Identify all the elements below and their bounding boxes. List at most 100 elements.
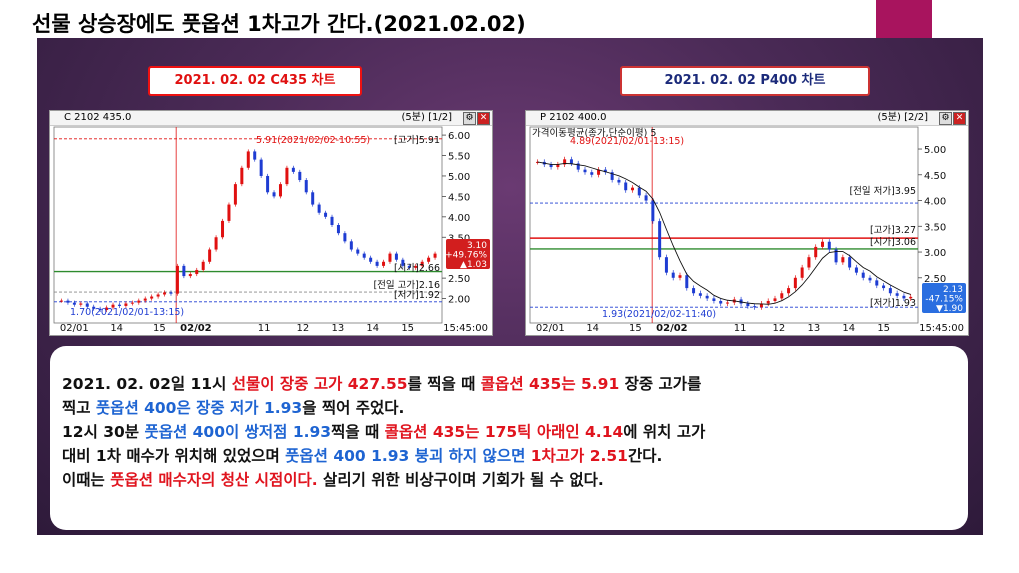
candle-body [201,261,205,270]
chart-header: P 2102 400.0 (5분) [2/2] ⚙ ✕ [526,111,968,126]
high-annotation: 4.89(2021/02/01-13:15) [570,136,684,147]
x-tick-label: 12 [297,323,310,334]
prev-low-label: [전일 저가]3.95 [849,186,916,197]
candle-body [664,257,668,273]
open-label: [시가]3.06 [870,237,916,248]
candle-body [549,164,553,168]
candle-body [651,200,655,222]
commentary-segment: 찍고 [62,399,96,417]
candle-body [882,285,886,289]
high-annotation: 5.91(2021/02/02-10:55) [256,135,370,146]
commentary-segment: 이때는 [62,471,111,489]
commentary-line: 이때는 풋옵션 매수자의 청산 시점이다. 살리기 위한 비상구이며 기회가 될… [62,468,604,490]
candle-body [658,221,662,258]
candle-body [60,300,63,302]
candle-body [227,204,231,221]
candle-body [868,277,872,281]
candle-body [92,306,96,309]
candle-body [221,220,225,238]
x-tick-label: 02/01 [60,323,89,334]
candle-body [240,167,244,185]
x-tick-label: 15:45:00 [443,323,488,334]
candle-body [407,265,411,268]
candle-body [895,293,899,296]
candle-body [214,237,218,250]
candle-body [382,261,386,266]
y-tick-label: 3.00 [924,248,946,259]
legend-label: 가격이동평균(종가,단순이평) 5 [532,127,656,139]
candle-body [85,303,89,307]
candle-body [597,169,601,175]
candle-body [343,233,347,242]
candle-body [304,180,308,193]
y-tick-label: 3.50 [448,233,470,244]
commentary-segment: 대비 1차 매수가 위치해 있었으며 [62,447,286,465]
candle-body [72,302,76,305]
settings-icon[interactable]: ⚙ [939,112,952,125]
candle-body [773,298,777,301]
low-label: [저가]1.93 [870,298,916,309]
candle-body [246,151,250,168]
candle-body [644,195,648,201]
candle-body [719,300,723,304]
x-tick-label: 13 [331,323,344,334]
commentary-segment: 콜옵션 435는 175틱 아래인 4.14 [384,423,624,441]
open-label: [시가]2.66 [394,263,440,274]
candle-body [291,167,295,172]
c435-chart-window: C 2102 435.0 (5분) [1/2] ⚙ ✕ 6.00 5.50 5.00… [49,110,493,336]
candle-body [576,163,580,170]
candle-body [793,277,797,289]
commentary-segment: 풋옵션 400이 쌍저점 1.93 [144,423,332,441]
settings-icon[interactable]: ⚙ [463,112,476,125]
candle-body [356,249,360,254]
x-tick-label: 15:45:00 [919,323,964,334]
candle-body [726,302,729,304]
y-tick-label: 2.00 [448,295,470,306]
commentary-segment: 선물이 장중 고가 427.55 [231,375,408,393]
high-label: [고가]3.27 [870,225,916,236]
commentary-segment: 을 찍어 주었다. [302,399,405,417]
candle-body [698,293,702,296]
x-tick-label: 02/02 [180,323,212,334]
plot-frame [529,126,919,324]
candle-body [854,267,858,273]
x-tick-label: 15 [629,323,642,334]
close-icon[interactable]: ✕ [953,112,966,125]
commentary-segment: 12시 30분 [62,423,145,441]
price-badge-text: 2.13 [943,285,963,295]
chart-symbol: P 2102 400.0 [540,112,607,123]
y-tick-label: 5.50 [448,152,470,163]
candle-body [556,164,560,168]
prev-high-label: [전일 고가]2.16 [373,280,440,291]
candle-body [427,257,431,262]
candle-body [848,257,852,268]
price-badge-text: ▲1.03 [460,260,487,270]
y-tick-label: 3.50 [924,222,946,233]
commentary-segment: 간다. [627,447,663,465]
high-label: [고가]5.91 [394,135,440,146]
candle-body [414,265,418,268]
candle-body [375,261,379,266]
p400-chart-tag: 2021. 02. 02 P400 차트 [620,66,870,96]
commentary-box: 2021. 02. 02일 11시 선물이 장중 고가 427.55를 찍을 때… [50,346,968,530]
candle-body [420,261,424,266]
candle-body [685,275,689,289]
price-badge-text: -47.15% [925,295,963,305]
y-tick-label: 6.00 [448,131,470,142]
candle-body [814,246,818,258]
candle-body [563,159,567,165]
commentary-line: 2021. 02. 02일 11시 선물이 장중 고가 427.55를 찍을 때… [62,372,701,394]
x-tick-label: 14 [110,323,123,334]
candle-body [324,212,328,217]
candle-body [603,169,607,173]
commentary-segment: 를 찍을 때 [407,375,481,393]
candle-body [753,306,757,308]
candle-body [285,167,289,185]
candle-body [610,172,614,180]
close-icon[interactable]: ✕ [477,112,490,125]
candle-body [401,259,405,266]
x-tick-label: 13 [807,323,820,334]
candle-body [536,161,539,163]
candle-body [433,253,437,258]
chart-page-indicator: (5분) [1/2] [401,112,452,123]
